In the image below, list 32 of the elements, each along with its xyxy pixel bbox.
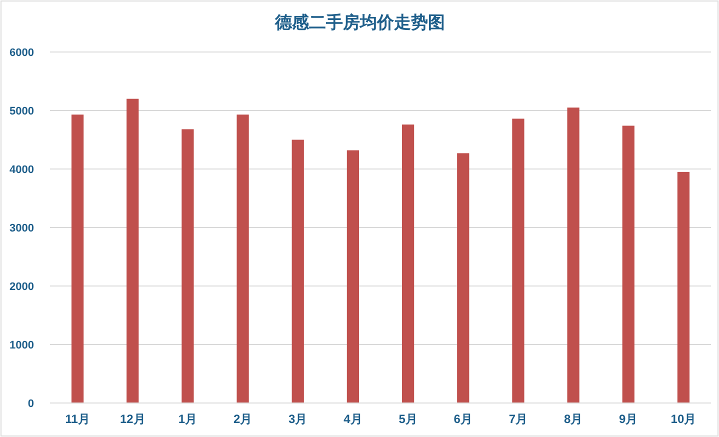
y-tick-label: 0 bbox=[28, 398, 34, 410]
x-tick-label: 9月 bbox=[619, 412, 638, 426]
bar bbox=[182, 129, 194, 403]
x-tick-label: 10月 bbox=[670, 412, 696, 426]
bar bbox=[126, 98, 139, 403]
x-tick-label: 1月 bbox=[178, 412, 198, 426]
bar bbox=[402, 124, 414, 403]
x-tick-label: 8月 bbox=[564, 412, 583, 426]
bar bbox=[567, 108, 580, 403]
x-tick-label: 11月 bbox=[65, 412, 90, 426]
x-tick-label: 2月 bbox=[233, 412, 252, 426]
y-tick-label: 1000 bbox=[10, 340, 34, 352]
y-tick-label: 4000 bbox=[10, 164, 34, 176]
x-tick-label: 3月 bbox=[288, 412, 308, 426]
bar bbox=[236, 114, 249, 403]
y-tick-label: 2000 bbox=[10, 281, 34, 293]
bar bbox=[346, 150, 360, 403]
bar bbox=[71, 114, 84, 403]
bar bbox=[292, 140, 304, 403]
x-tick-label: 12月 bbox=[120, 412, 146, 426]
y-tick-label: 5000 bbox=[10, 106, 34, 118]
bar bbox=[622, 126, 634, 403]
bar bbox=[512, 118, 524, 403]
y-tick-label: 6000 bbox=[10, 47, 34, 59]
chart-title: 德感二手房均价走势图 bbox=[274, 13, 445, 32]
y-tick-label: 3000 bbox=[10, 222, 34, 234]
x-tick-label: 6月 bbox=[454, 412, 472, 426]
bar bbox=[677, 172, 690, 403]
x-tick-label: 5月 bbox=[398, 412, 418, 426]
bar bbox=[457, 153, 470, 403]
x-tick-label: 4月 bbox=[344, 412, 362, 426]
x-tick-label: 7月 bbox=[508, 412, 528, 426]
